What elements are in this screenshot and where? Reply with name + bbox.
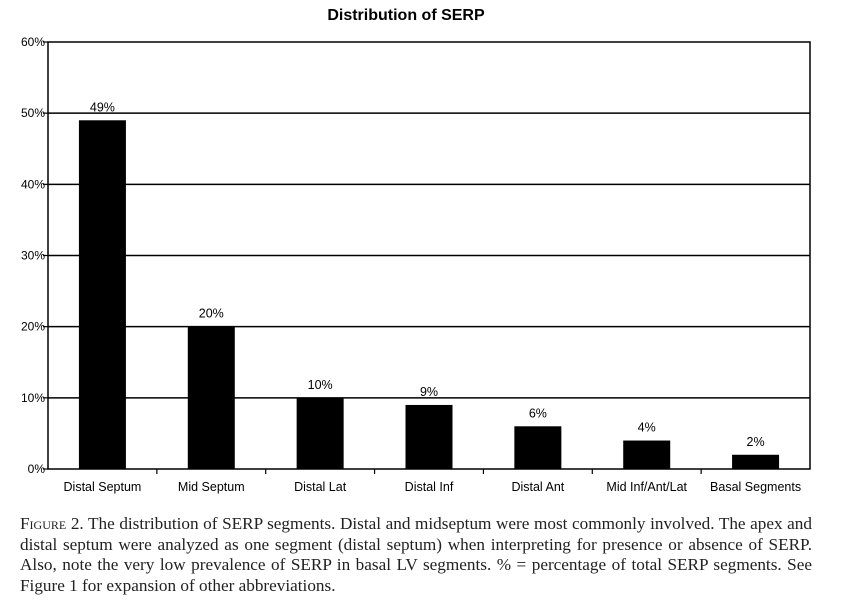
x-tick-label: Distal Inf [405, 480, 454, 494]
y-axis-ticks: 0% 10% 20% 30% 40% 50% 60% [21, 35, 702, 476]
x-tick-label: Distal Lat [294, 480, 347, 494]
bar [732, 454, 780, 469]
y-tick-label: 60% [21, 35, 45, 49]
x-tick-label: Mid Inf/Ant/Lat [606, 480, 687, 494]
y-tick-label: 20% [21, 320, 45, 334]
figure-caption: Figure 2. The distribution of SERP segme… [20, 514, 812, 596]
data-label: 4% [638, 421, 656, 435]
gridlines [48, 112, 810, 399]
data-label: 10% [308, 378, 333, 392]
data-label: 9% [420, 385, 438, 399]
y-tick-label: 40% [21, 177, 45, 191]
labels: 49% Distal Septum 20% Mid Septum 10% Distal L… [64, 100, 802, 494]
data-label: 20% [199, 307, 224, 321]
data-label: 6% [529, 406, 547, 420]
chart-title: Distribution of SERP [327, 7, 485, 24]
x-tick-label: Distal Septum [64, 480, 142, 494]
data-label: 49% [90, 100, 115, 114]
bar [514, 426, 562, 469]
data-label: 2% [747, 435, 765, 449]
y-tick-label: 30% [21, 249, 45, 263]
bar [405, 404, 453, 469]
y-tick-label: 0% [28, 462, 46, 476]
y-tick-label: 10% [21, 391, 45, 405]
x-tick-label: Basal Segments [710, 480, 801, 494]
plot-area-border [47, 41, 811, 470]
caption-label: Figure 2. [20, 514, 84, 533]
bar-chart: Distribution of SERP 0% 10% 20% 30% 40% 50% 60… [21, 7, 811, 494]
y-tick-label: 50% [21, 106, 45, 120]
bar [296, 397, 344, 469]
caption-text: The distribution of SERP segments. Dista… [20, 514, 812, 595]
x-tick-label: Mid Septum [178, 480, 245, 494]
x-tick-label: Distal Ant [511, 480, 564, 494]
bar [623, 440, 671, 469]
bar [78, 120, 126, 470]
bar [187, 326, 235, 469]
bars [78, 120, 780, 470]
